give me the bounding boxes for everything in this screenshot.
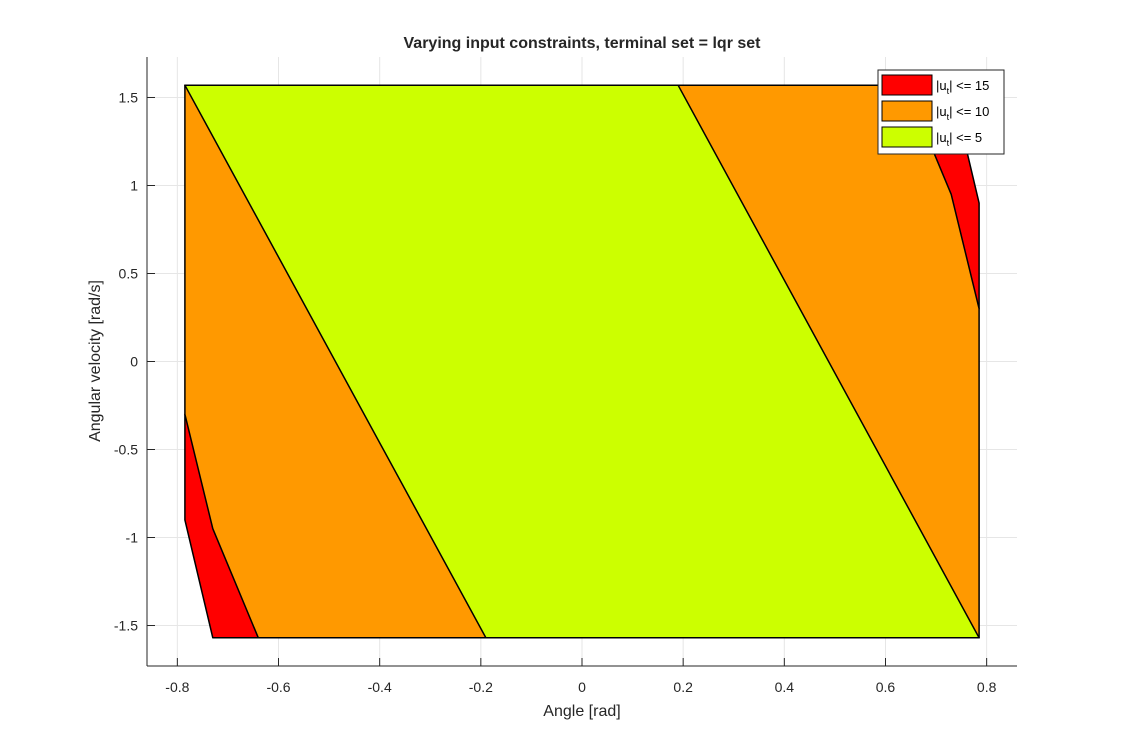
legend-swatch xyxy=(881,100,933,122)
x-tick-label: 0.8 xyxy=(977,679,997,695)
x-tick-label: -0.4 xyxy=(368,679,392,695)
x-tick-label: -0.6 xyxy=(266,679,290,695)
x-tick-label: 0.4 xyxy=(775,679,795,695)
y-tick-label: -1 xyxy=(126,530,139,546)
x-tick-label: -0.2 xyxy=(469,679,493,695)
legend-entry-label: |ut| <= 5 xyxy=(936,130,982,148)
x-tick-label: 0.2 xyxy=(673,679,693,695)
legend-swatch xyxy=(881,74,933,96)
tick-marks: -0.8 -0.6 -0.4 -0.2 0 0.2 0.4 0.6 0.8 1.5 1 0.5 0 -0.… xyxy=(114,89,997,695)
region-ut5 xyxy=(184,84,980,639)
y-tick-label: -0.5 xyxy=(114,442,138,458)
y-axis-label: Angular velocity [rad/s] xyxy=(87,280,104,442)
x-tick-label: -0.8 xyxy=(165,679,189,695)
region-polygons xyxy=(184,84,980,639)
legend-entry-label: |ut| <= 15 xyxy=(936,78,989,96)
y-tick-label: 1 xyxy=(130,177,138,193)
legend-entry-label: |ut| <= 10 xyxy=(936,104,989,122)
x-tick-label: 0.6 xyxy=(876,679,896,695)
x-tick-label: 0 xyxy=(578,679,586,695)
y-tick-label: 0 xyxy=(130,354,138,370)
y-tick-label: -1.5 xyxy=(114,618,138,634)
y-tick-label: 0.5 xyxy=(119,265,139,281)
chart-title: Varying input constraints, terminal set … xyxy=(404,35,762,52)
y-tick-label: 1.5 xyxy=(119,89,139,105)
x-axis-label: Angle [rad] xyxy=(543,703,620,720)
legend-swatch xyxy=(881,126,933,148)
legend: |ut| <= 15 |ut| <= 10 |ut| <= 5 xyxy=(877,69,1005,155)
